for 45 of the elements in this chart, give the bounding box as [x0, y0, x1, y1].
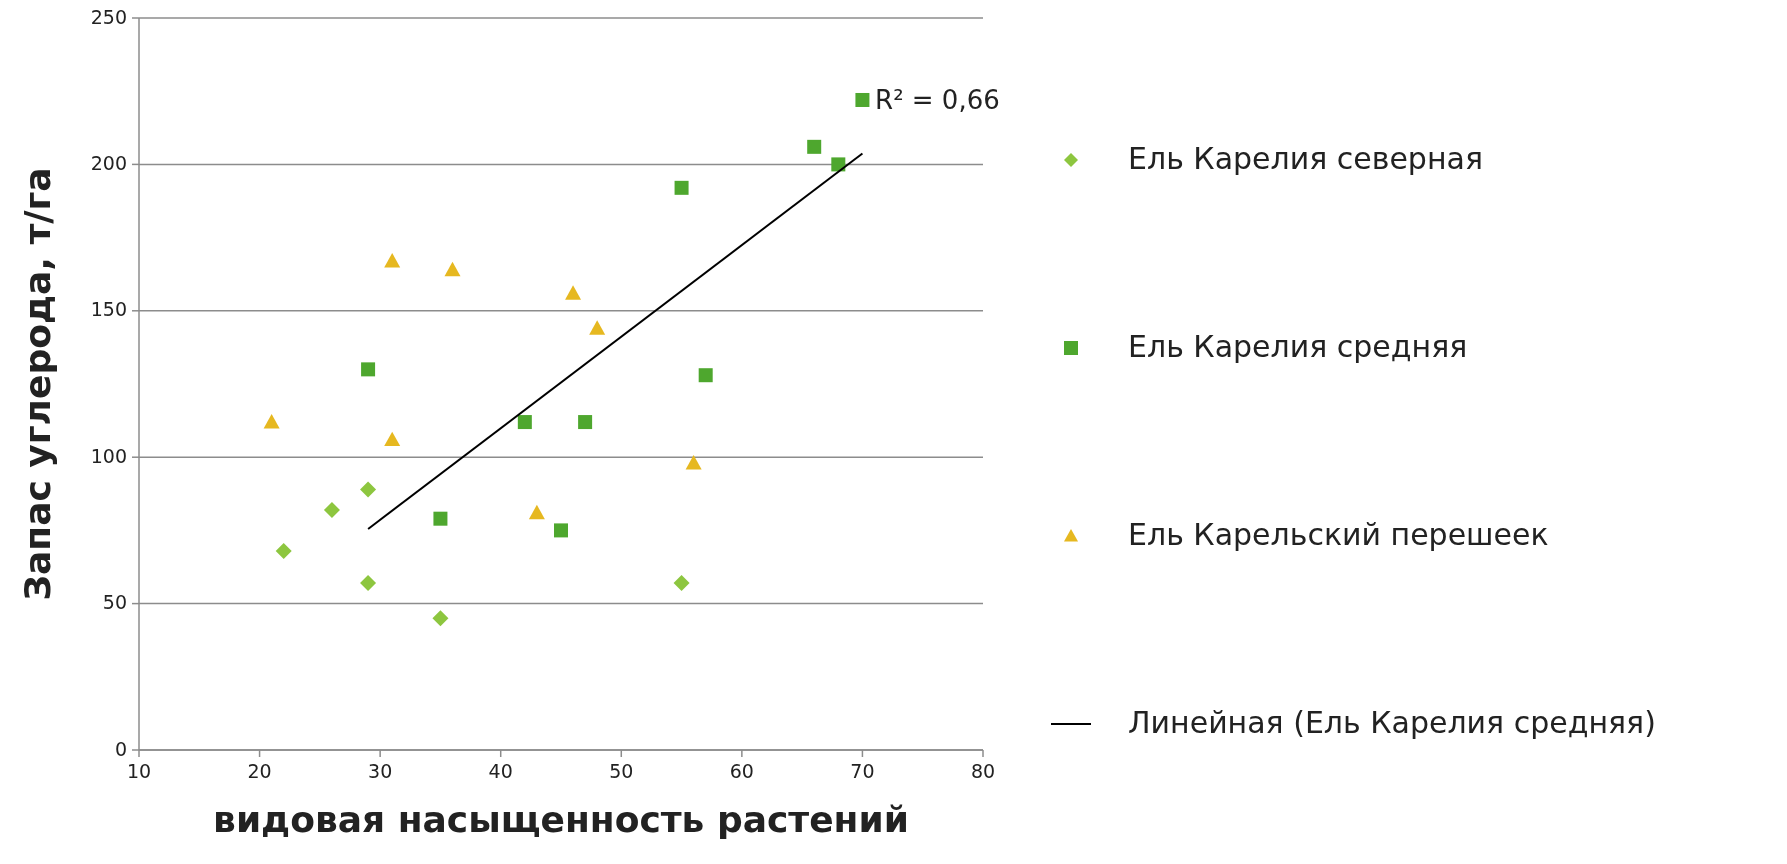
legend-label: Ель Карелия средняя — [1128, 328, 1468, 364]
y-tick-label: 100 — [90, 444, 127, 467]
x-tick-label: 40 — [488, 760, 513, 782]
point — [528, 504, 545, 520]
point — [361, 362, 376, 377]
legend-label: Ель Карельский перешеек — [1128, 516, 1549, 552]
point — [685, 455, 702, 470]
point — [855, 92, 870, 107]
point — [444, 261, 461, 277]
point — [517, 415, 532, 430]
point — [674, 180, 689, 195]
x-tick-label: 80 — [970, 760, 996, 782]
x-tick-label: 10 — [126, 760, 152, 782]
point — [807, 139, 822, 154]
x-axis-title: видовая насыщенность растений — [213, 799, 909, 840]
annotation: R² = 0,66 — [875, 84, 1000, 115]
y-tick-label: 50 — [102, 591, 127, 614]
point — [275, 542, 292, 559]
point — [698, 368, 713, 383]
point — [384, 431, 401, 447]
legend-label: Ель Карелия северная — [1128, 140, 1483, 176]
point — [323, 501, 340, 518]
point — [360, 575, 377, 592]
y-tick-label: 200 — [90, 151, 127, 174]
point — [554, 523, 568, 538]
point — [673, 575, 690, 592]
point — [384, 253, 401, 268]
point — [263, 414, 280, 429]
y-tick-label: 150 — [90, 298, 127, 321]
x-tick-label: 20 — [247, 760, 272, 782]
legend-label: Линейная (Ель Карелия средняя) — [1128, 704, 1656, 740]
x-tick-label: 30 — [368, 760, 393, 782]
point — [589, 320, 606, 335]
y-tick-label: 250 — [90, 5, 127, 28]
y-axis-title: Запас углерода, т/га — [17, 167, 58, 601]
x-tick-label: 50 — [609, 760, 634, 782]
point — [432, 610, 449, 627]
point — [831, 157, 846, 172]
point — [360, 481, 377, 498]
y-tick-label: 0 — [114, 737, 127, 760]
point — [578, 415, 593, 430]
x-tick-label: 70 — [850, 760, 875, 782]
x-tick-label: 60 — [729, 760, 754, 782]
point — [433, 511, 448, 526]
point — [565, 285, 582, 300]
